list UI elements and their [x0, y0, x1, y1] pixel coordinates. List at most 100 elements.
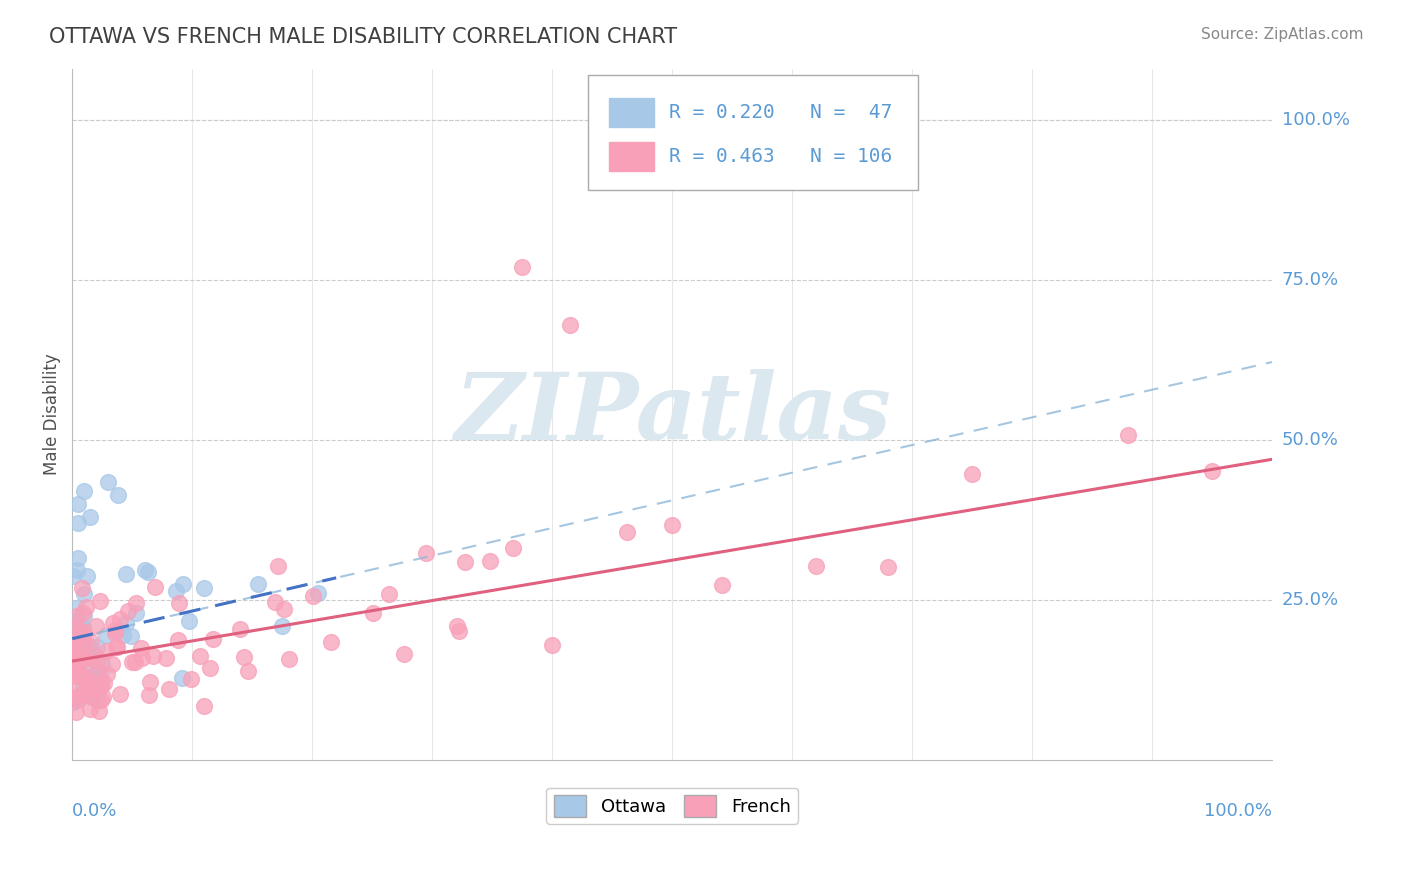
Point: [877, 560, 900, 574]
Point: [378, 587, 401, 601]
Text: 50.0%: 50.0%: [1282, 431, 1339, 449]
Point: [247, 577, 270, 591]
Point: [93, 675, 115, 690]
Point: [96, 666, 118, 681]
Point: [70, 641, 93, 656]
Point: [65, 632, 87, 647]
Point: [70, 655, 93, 669]
Text: 100.0%: 100.0%: [1282, 111, 1350, 128]
Point: [180, 673, 202, 687]
Point: [70, 582, 93, 596]
Point: [63, 636, 86, 650]
Point: [172, 576, 194, 591]
Point: [86, 640, 108, 654]
Point: [67, 497, 90, 511]
Point: [72, 620, 94, 634]
Point: [502, 541, 524, 555]
Point: [90, 677, 112, 691]
Point: [89, 593, 111, 607]
Text: 75.0%: 75.0%: [1282, 271, 1339, 289]
Point: [541, 638, 564, 652]
Point: [1116, 427, 1139, 442]
Point: [804, 558, 827, 573]
Text: Source: ZipAtlas.com: Source: ZipAtlas.com: [1201, 27, 1364, 42]
Point: [72, 606, 94, 620]
Point: [273, 602, 295, 616]
Point: [90, 679, 112, 693]
Point: [63, 637, 86, 651]
Point: [104, 623, 127, 637]
Point: [361, 607, 384, 621]
Point: [70, 650, 93, 665]
Point: [62, 682, 84, 697]
Point: [560, 318, 582, 332]
Point: [661, 518, 683, 533]
Point: [142, 648, 165, 663]
Legend: Ottawa, French: Ottawa, French: [547, 788, 797, 824]
Point: [112, 628, 135, 642]
Point: [232, 650, 254, 665]
Point: [72, 687, 94, 701]
Point: [188, 648, 211, 663]
Point: [65, 645, 87, 659]
Point: [67, 633, 90, 648]
Point: [97, 475, 120, 489]
Point: [82, 682, 104, 697]
Point: [72, 680, 94, 694]
Point: [62, 695, 84, 709]
Point: [711, 578, 734, 592]
Point: [69, 620, 91, 634]
Point: [84, 649, 107, 664]
Point: [75, 651, 97, 665]
Point: [79, 640, 101, 655]
Text: 100.0%: 100.0%: [1204, 802, 1272, 820]
Text: OTTAWA VS FRENCH MALE DISABILITY CORRELATION CHART: OTTAWA VS FRENCH MALE DISABILITY CORRELA…: [49, 27, 678, 46]
Point: [124, 655, 146, 669]
Point: [69, 624, 91, 638]
Point: [104, 640, 127, 655]
Point: [105, 640, 128, 655]
Point: [121, 656, 143, 670]
Point: [302, 589, 325, 603]
FancyBboxPatch shape: [588, 76, 918, 190]
Point: [70, 670, 93, 684]
Point: [101, 615, 124, 630]
Point: [73, 669, 96, 683]
Point: [238, 664, 260, 678]
Point: [139, 674, 162, 689]
Point: [319, 634, 342, 648]
Point: [86, 619, 108, 633]
Point: [177, 614, 200, 628]
Point: [62, 669, 84, 683]
Point: [108, 687, 131, 701]
Point: [73, 484, 96, 499]
Point: [307, 586, 329, 600]
Point: [100, 657, 122, 672]
Point: [67, 657, 90, 671]
Point: [67, 551, 90, 566]
Point: [67, 516, 90, 531]
Point: [67, 690, 90, 705]
Point: [107, 487, 129, 501]
Point: [510, 260, 533, 274]
Point: [277, 651, 299, 665]
Point: [84, 664, 107, 678]
Point: [94, 628, 117, 642]
Point: [131, 651, 153, 665]
Point: [80, 635, 103, 649]
Point: [66, 601, 89, 615]
Point: [65, 627, 87, 641]
Point: [138, 689, 160, 703]
Point: [392, 647, 415, 661]
Text: 25.0%: 25.0%: [1282, 591, 1339, 609]
Point: [65, 617, 87, 632]
Point: [73, 624, 96, 639]
Point: [72, 636, 94, 650]
Point: [155, 651, 177, 665]
Point: [202, 632, 225, 647]
Bar: [609, 142, 654, 171]
Point: [115, 567, 138, 582]
Point: [79, 674, 101, 689]
Point: [65, 705, 87, 719]
Point: [86, 693, 108, 707]
